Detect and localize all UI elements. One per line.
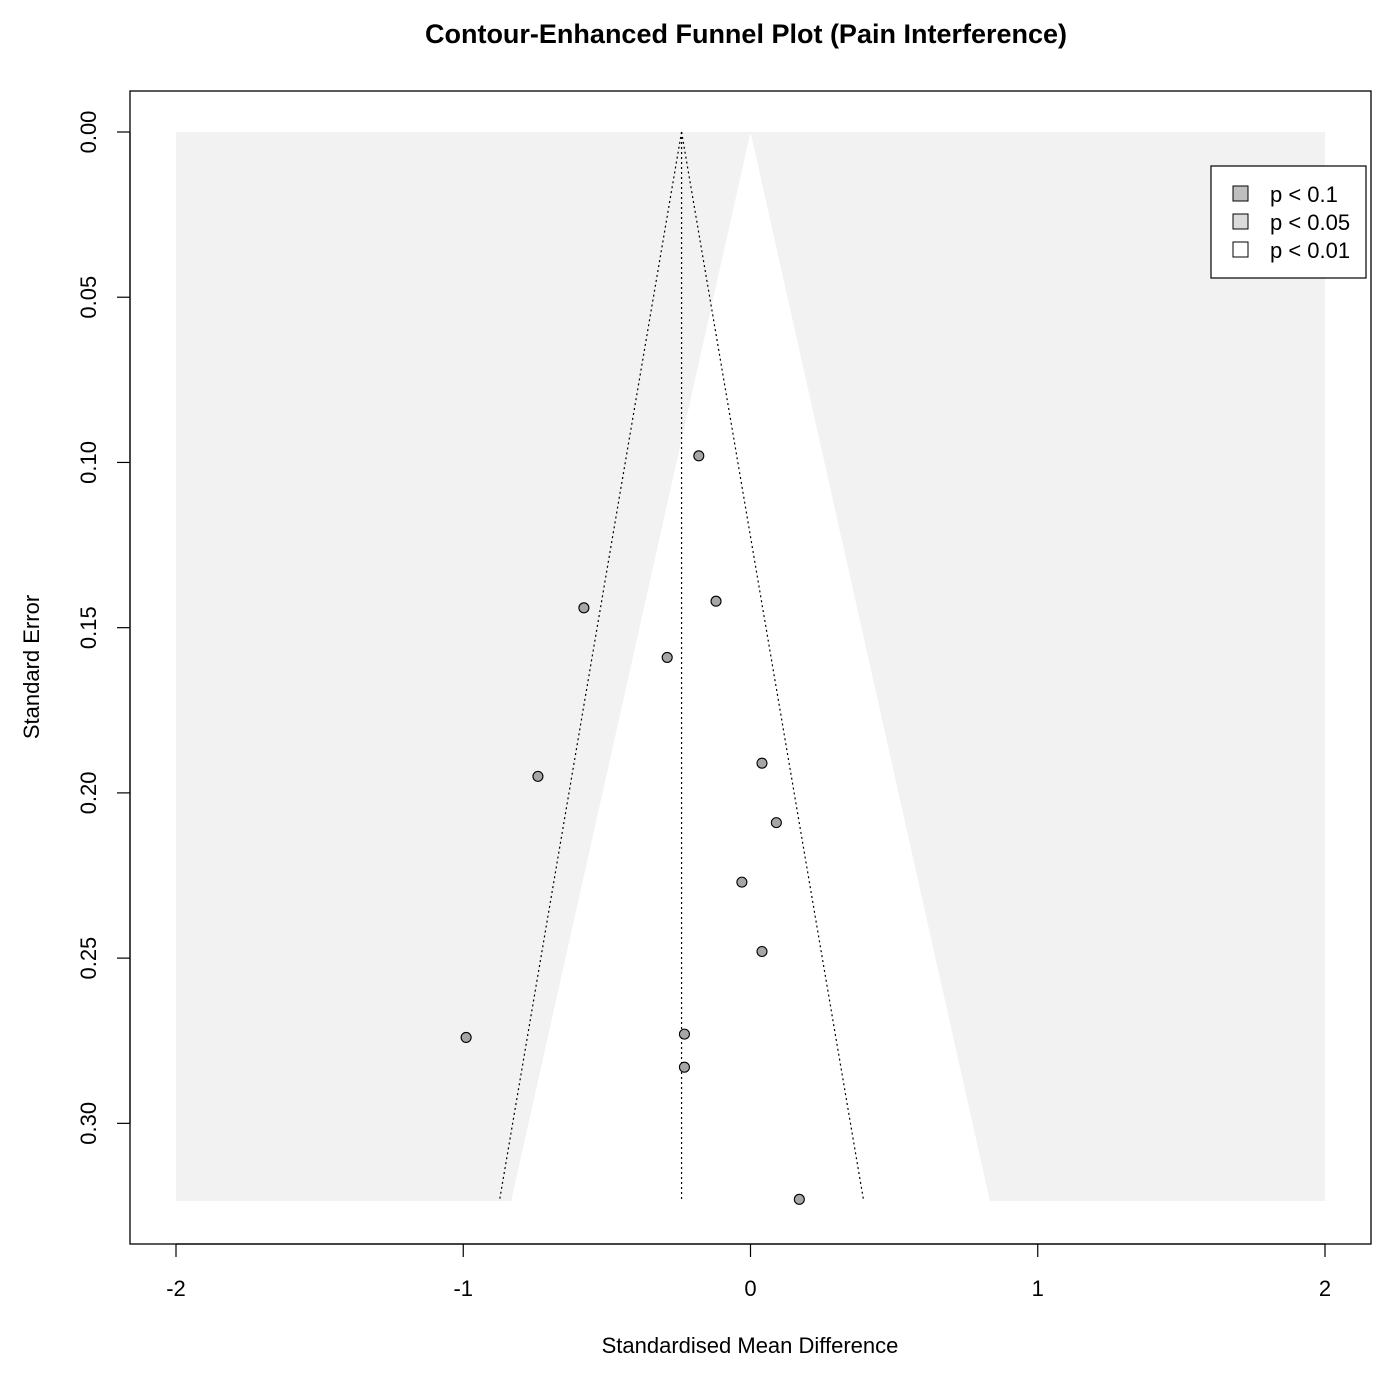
y-tick-label-5: 0.25 <box>76 937 101 980</box>
x-tick-label-1: -1 <box>453 1276 473 1301</box>
study-point-0 <box>693 450 705 462</box>
legend: p < 0.1 p < 0.05 p < 0.01 <box>1210 165 1367 279</box>
study-point-8 <box>756 945 768 958</box>
funnel-right-line <box>680 131 865 1202</box>
y-tick-label-1: 0.05 <box>76 276 101 319</box>
x-tick-label-0: -2 <box>166 1276 186 1301</box>
y-tick-label-3: 0.15 <box>76 606 101 649</box>
study-point-2 <box>710 595 722 607</box>
x-tick-label-3: 1 <box>1032 1276 1044 1301</box>
legend-label-2: p < 0.01 <box>1270 238 1350 263</box>
funnel-left-line <box>498 131 683 1202</box>
study-point-10 <box>678 1028 690 1040</box>
chart-title: Contour-Enhanced Funnel Plot (Pain Inter… <box>425 19 1067 49</box>
x-tick-label-4: 2 <box>1319 1276 1331 1301</box>
plot-area <box>176 131 1325 1205</box>
x-axis: -2 -1 0 1 2 <box>166 1243 1331 1301</box>
y-tick-label-6: 0.30 <box>76 1102 101 1145</box>
legend-label-1: p < 0.05 <box>1270 210 1350 235</box>
legend-swatch-0 <box>1232 185 1249 202</box>
study-point-6 <box>770 817 782 829</box>
study-point-11 <box>678 1061 690 1073</box>
x-tick-label-2: 0 <box>744 1276 756 1301</box>
legend-swatch-1 <box>1232 213 1249 230</box>
y-tick-label-0: 0.00 <box>76 111 101 154</box>
y-axis-label: Standard Error <box>19 595 44 739</box>
legend-swatch-2 <box>1232 241 1249 258</box>
study-point-4 <box>532 770 544 782</box>
y-axis: 0.00 0.05 0.10 0.15 0.20 0.25 0.30 <box>76 111 131 1145</box>
contour-region-2 <box>511 132 990 1201</box>
legend-label-0: p < 0.1 <box>1270 182 1338 207</box>
y-tick-label-4: 0.20 <box>76 771 101 814</box>
study-point-9 <box>460 1031 472 1043</box>
study-point-12 <box>793 1193 805 1205</box>
study-point-3 <box>661 651 673 663</box>
study-point-1 <box>578 602 590 614</box>
study-point-5 <box>756 757 768 769</box>
y-tick-label-2: 0.10 <box>76 441 101 484</box>
study-point-7 <box>736 876 748 888</box>
x-axis-label: Standardised Mean Difference <box>602 1333 899 1358</box>
